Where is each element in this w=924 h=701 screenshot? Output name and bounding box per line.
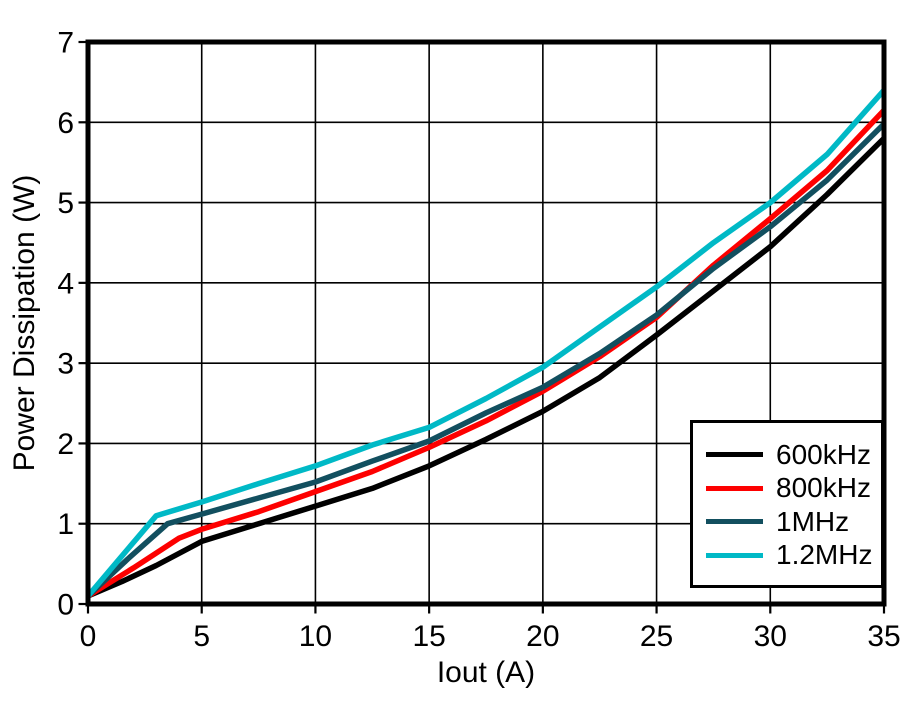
legend-label-800khz: 800kHz: [776, 472, 871, 504]
legend-line-1-2mhz: [706, 552, 763, 558]
x-tick-label-15: 15: [412, 620, 445, 653]
series-line-1.2mhz: [85, 88, 887, 598]
legend-box: 600kHz 800kHz 1MHz 1.2MHz: [690, 420, 884, 588]
legend-label-600khz: 600kHz: [776, 438, 871, 470]
y-tick-label-5: 5: [57, 187, 74, 220]
tick-marks: [78, 40, 886, 614]
x-tick-label-35: 35: [867, 620, 900, 653]
x-tick-label-5: 5: [193, 620, 210, 653]
series-line-1mhz: [86, 121, 886, 599]
y-tick-label-7: 7: [57, 27, 74, 60]
legend-line-600khz: [706, 452, 763, 458]
y-tick-label-1: 1: [57, 508, 74, 541]
x-tick-labels: 0 5 10 15 20 25 30 35: [80, 620, 901, 653]
y-tick-label-3: 3: [57, 348, 74, 381]
x-tick-label-30: 30: [754, 620, 787, 653]
legend-label-1mhz: 1MHz: [776, 505, 850, 537]
x-axis-title: Iout (A): [437, 656, 535, 689]
legend-item-1mhz: 1MHz: [693, 505, 881, 539]
y-tick-label-6: 6: [57, 107, 74, 140]
x-tick-label-25: 25: [640, 620, 673, 653]
y-axis-title: Power Dissipation (W): [8, 175, 41, 472]
legend-line-1mhz: [706, 519, 763, 525]
series-line-600khz: [86, 136, 886, 599]
series-line-800khz: [86, 108, 887, 599]
y-tick-label-0: 0: [57, 589, 74, 622]
y-tick-label-2: 2: [57, 428, 74, 461]
series-lines: [85, 88, 887, 599]
legend-line-800khz: [706, 485, 763, 491]
plot-frame: [85, 39, 887, 607]
x-tick-label-0: 0: [80, 620, 97, 653]
legend-item-1-2mhz: 1.2MHz: [693, 539, 881, 573]
legend-label-1-2mhz: 1.2MHz: [776, 539, 873, 571]
x-tick-label-20: 20: [526, 620, 559, 653]
y-tick-labels: 0 1 2 3 4 5 6 7: [57, 27, 74, 622]
y-tick-label-4: 4: [57, 267, 74, 300]
legend-item-600khz: 600kHz: [693, 438, 881, 472]
x-tick-label-10: 10: [299, 620, 332, 653]
legend-item-800khz: 800kHz: [693, 472, 881, 506]
